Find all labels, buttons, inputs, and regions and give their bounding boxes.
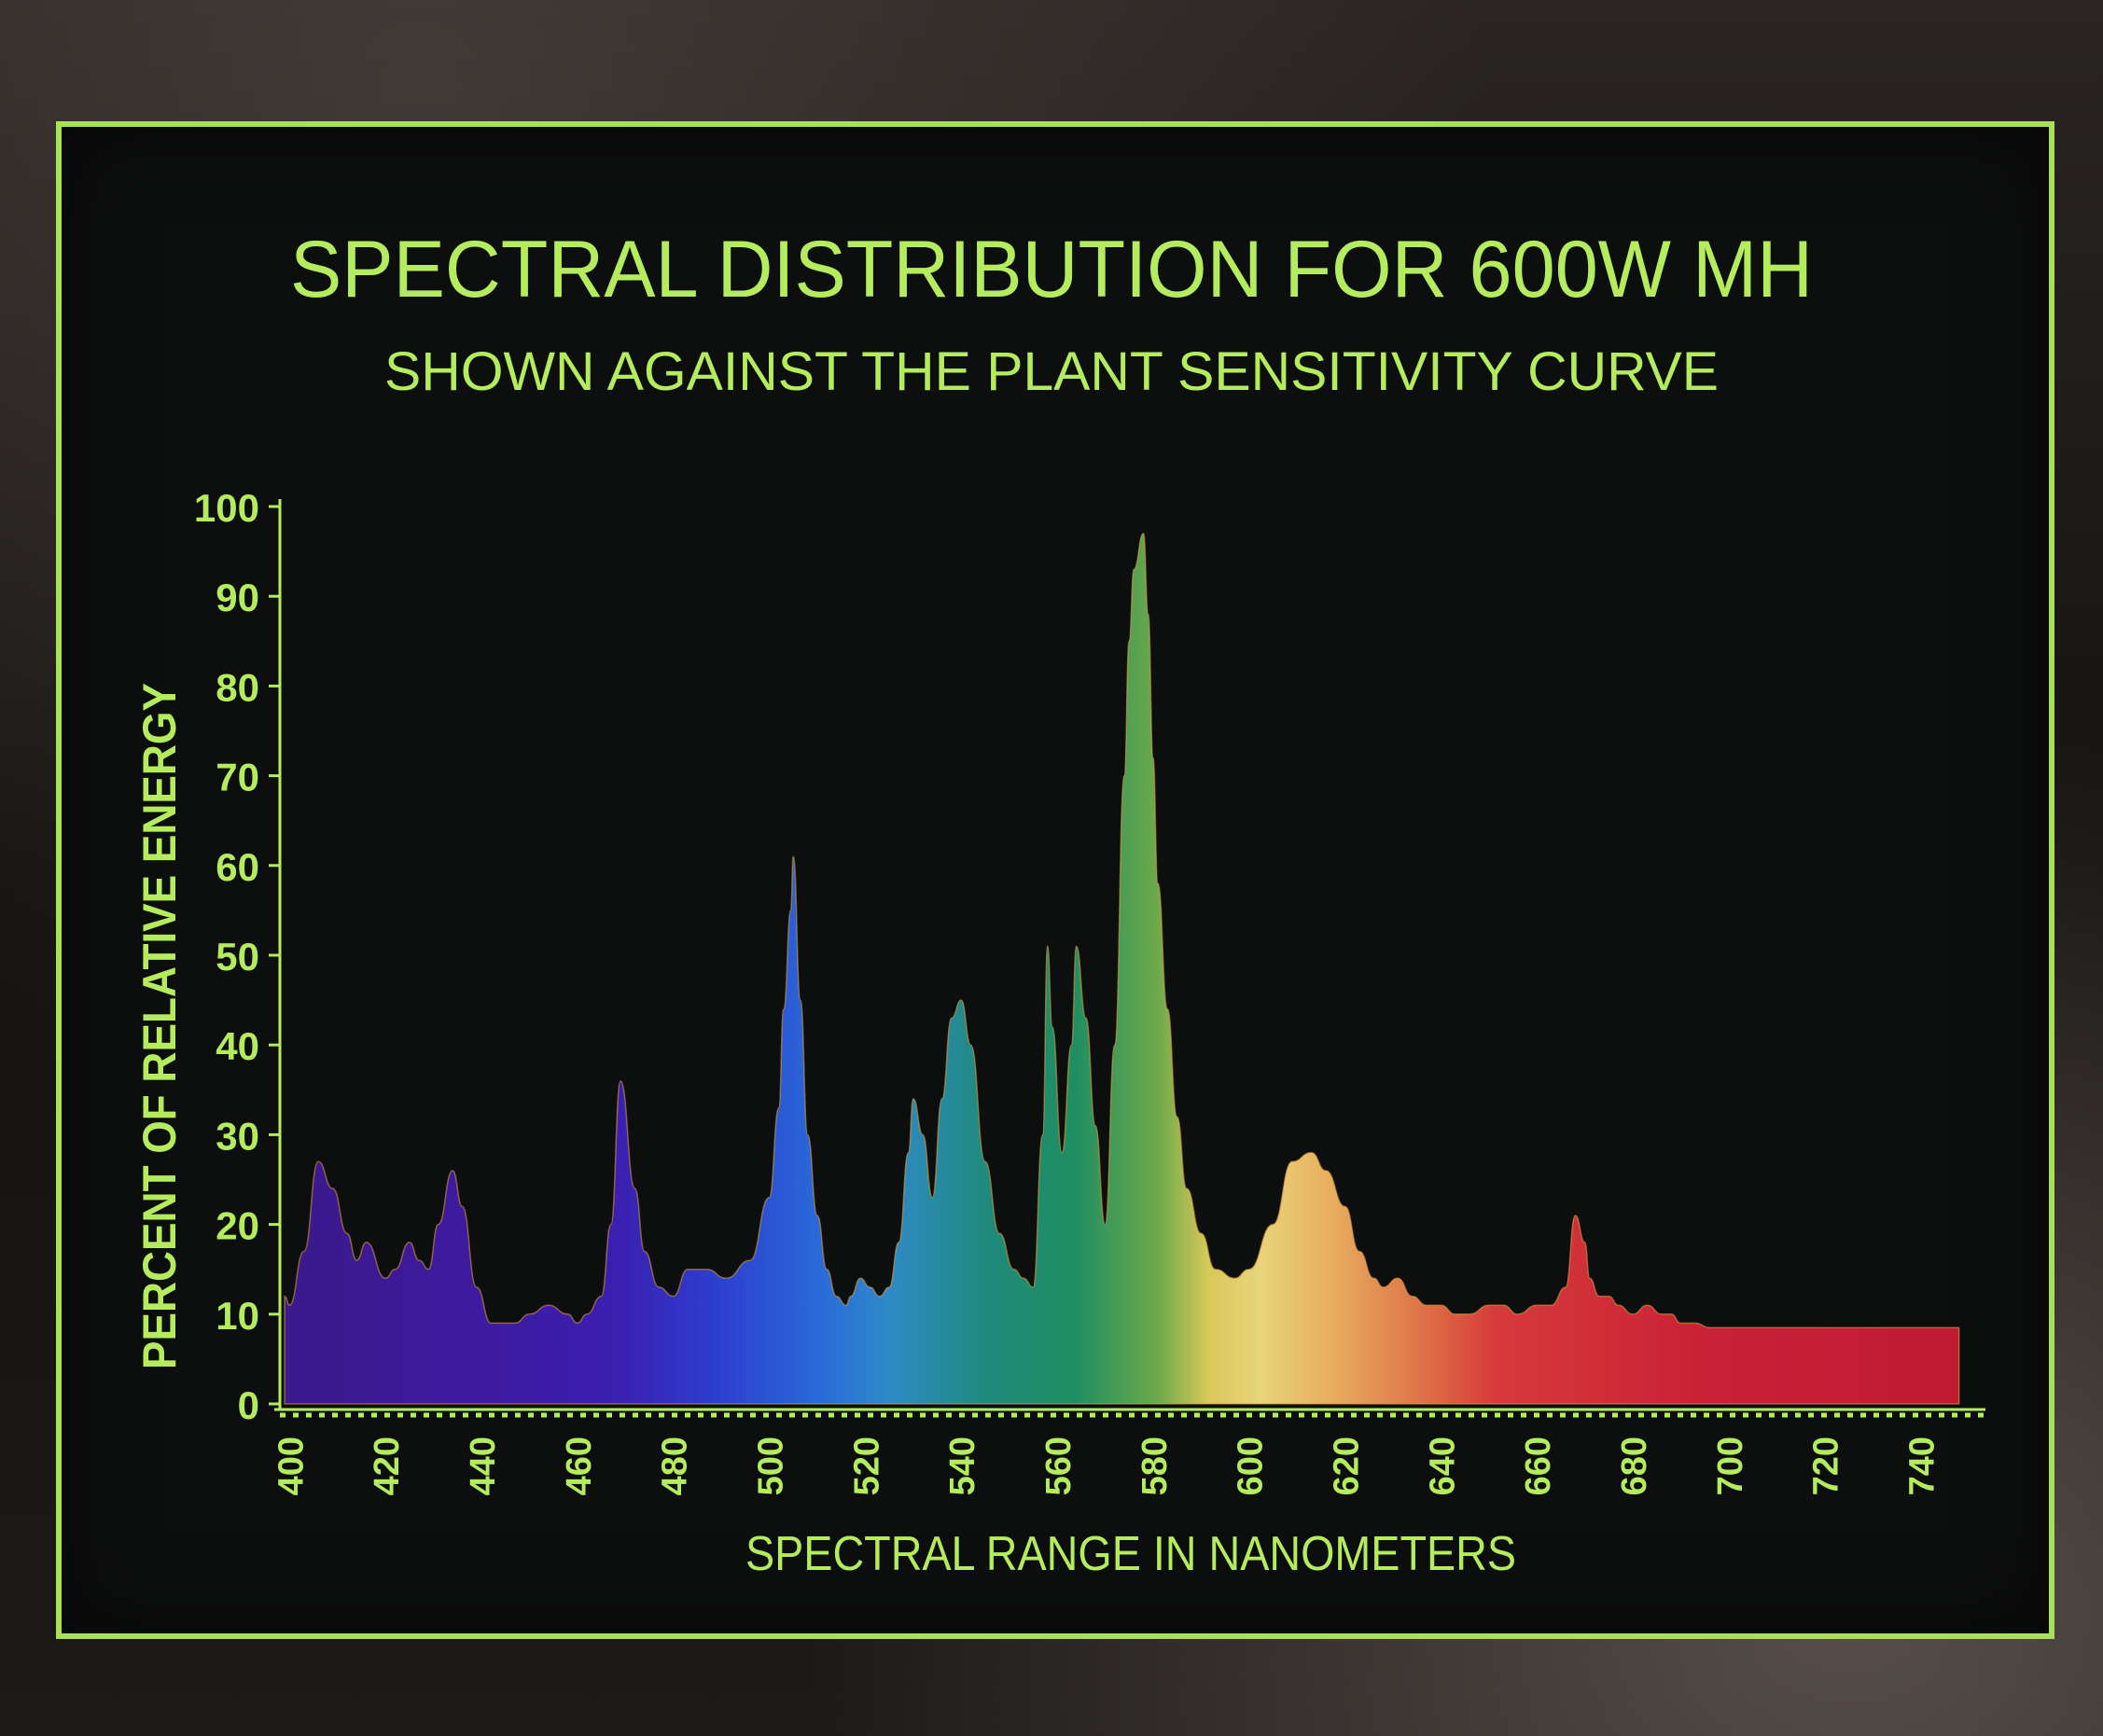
x-tick-label: 700 bbox=[1711, 1437, 1750, 1495]
x-tick-label: 420 bbox=[368, 1437, 407, 1495]
x-tick-label: 560 bbox=[1039, 1437, 1079, 1495]
chart-subtitle: SHOWN AGAINST THE PLANT SENSITIVITY CURV… bbox=[384, 341, 1719, 402]
x-tick-label: 500 bbox=[752, 1437, 791, 1495]
y-tick-label: 80 bbox=[216, 665, 259, 709]
spectrum-area bbox=[284, 533, 1960, 1405]
x-tick-label: 520 bbox=[847, 1437, 886, 1495]
x-tick-label: 680 bbox=[1615, 1437, 1654, 1495]
x-tick-label: 720 bbox=[1807, 1437, 1846, 1495]
x-tick-label: 600 bbox=[1232, 1437, 1271, 1495]
y-tick-label: 100 bbox=[194, 486, 259, 530]
y-tick-label: 10 bbox=[216, 1294, 259, 1338]
x-axis-label: SPECTRAL RANGE IN NANOMETERS bbox=[745, 1527, 1516, 1581]
y-tick-label: 40 bbox=[216, 1024, 259, 1068]
x-tick-label: 740 bbox=[1903, 1437, 1943, 1495]
x-tick-label: 640 bbox=[1423, 1437, 1462, 1495]
x-tick-label: 480 bbox=[656, 1437, 695, 1495]
x-tick-label: 540 bbox=[943, 1437, 982, 1495]
y-tick-label: 30 bbox=[216, 1114, 259, 1158]
x-tick-label: 660 bbox=[1519, 1437, 1558, 1495]
y-axis-label: PERCENT OF RELATIVE ENERGY bbox=[133, 683, 186, 1369]
y-tick-label: 70 bbox=[216, 756, 259, 799]
y-tick-label: 20 bbox=[216, 1204, 259, 1248]
y-tick-label: 60 bbox=[216, 845, 259, 889]
x-tick-label: 460 bbox=[560, 1437, 599, 1495]
y-tick-label: 0 bbox=[238, 1383, 259, 1427]
y-tick-label: 50 bbox=[216, 935, 259, 979]
x-tick-label: 620 bbox=[1328, 1437, 1367, 1495]
y-tick-label: 90 bbox=[216, 576, 259, 619]
chart-title: SPECTRAL DISTRIBUTION FOR 600W MH bbox=[290, 225, 1813, 314]
x-tick-label: 440 bbox=[464, 1437, 503, 1495]
x-tick-label: 400 bbox=[272, 1437, 311, 1495]
x-tick-label: 580 bbox=[1135, 1437, 1175, 1495]
